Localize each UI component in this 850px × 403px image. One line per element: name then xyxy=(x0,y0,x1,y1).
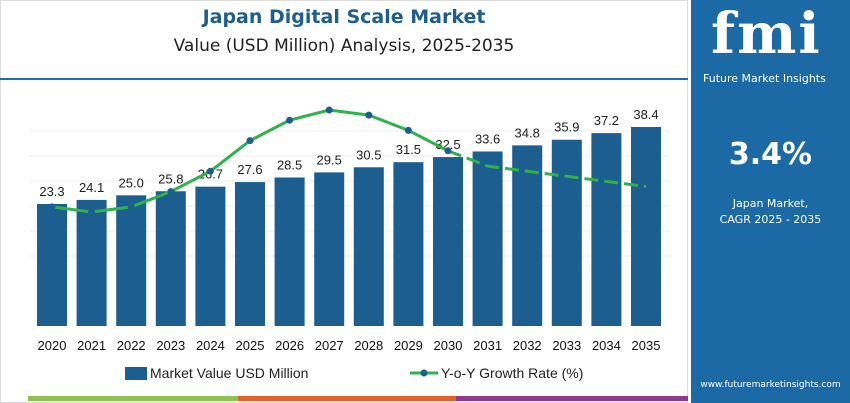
x-tick-label: 2024 xyxy=(196,338,225,353)
fmi-logo: fmi xyxy=(711,1,822,67)
chart: 23.3202024.1202125.0202225.8202326.72024… xyxy=(30,106,670,381)
bar xyxy=(37,204,67,326)
growth-marker xyxy=(325,106,333,114)
data-label: 23.3 xyxy=(39,184,64,199)
x-tick-label: 2030 xyxy=(434,338,463,353)
title-divider xyxy=(0,78,688,80)
data-label: 27.6 xyxy=(237,162,262,177)
growth-marker xyxy=(444,147,452,155)
bar xyxy=(195,186,226,326)
bar xyxy=(314,172,345,326)
bar xyxy=(551,139,582,326)
bar xyxy=(116,195,147,326)
x-tick-label: 2027 xyxy=(315,338,344,353)
data-label: 30.5 xyxy=(356,147,381,162)
data-label: 34.8 xyxy=(515,125,540,140)
data-label: 33.6 xyxy=(475,131,500,146)
growth-marker xyxy=(167,188,175,196)
x-tick-label: 2035 xyxy=(632,338,661,353)
bar xyxy=(353,167,384,326)
growth-marker xyxy=(206,167,214,175)
x-tick-label: 2031 xyxy=(473,338,502,353)
x-tick-label: 2020 xyxy=(38,338,67,353)
bar xyxy=(512,145,543,326)
growth-marker xyxy=(88,208,96,216)
stripe-green xyxy=(28,396,238,401)
bar xyxy=(433,157,463,326)
bar xyxy=(274,177,305,326)
cagr-label-period: CAGR 2025 - 2035 xyxy=(719,213,822,226)
bar xyxy=(591,133,622,326)
data-label: 38.4 xyxy=(633,107,658,122)
bar xyxy=(235,182,265,326)
x-tick-label: 2034 xyxy=(592,338,621,353)
x-tick-label: 2025 xyxy=(236,338,265,353)
bar xyxy=(631,126,661,327)
data-label: 37.2 xyxy=(594,113,619,128)
x-tick-label: 2026 xyxy=(275,338,304,353)
data-label: 35.9 xyxy=(554,120,579,135)
growth-line-dashed xyxy=(447,149,647,188)
logo-subtitle: Future Market Insights xyxy=(703,72,826,85)
website-link[interactable]: www.futuremarketinsights.com xyxy=(700,380,841,390)
sidebar: fmi Future Market Insights 3.4% Japan Ma… xyxy=(691,0,850,403)
legend-bar-label: Market Value USD Million xyxy=(150,365,308,381)
x-tick-label: 2022 xyxy=(117,338,146,353)
stripe-purple xyxy=(456,396,688,401)
x-tick-label: 2032 xyxy=(513,338,542,353)
data-label: 28.5 xyxy=(277,157,302,172)
legend-bar-swatch xyxy=(125,367,147,380)
x-tick-label: 2029 xyxy=(394,338,423,353)
stripe-orange xyxy=(238,396,456,401)
data-label: 24.1 xyxy=(79,180,104,195)
growth-marker xyxy=(286,116,294,124)
x-tick-label: 2023 xyxy=(156,338,185,353)
data-label: 31.5 xyxy=(396,142,421,157)
x-tick-label: 2033 xyxy=(552,338,581,353)
cagr-label-market: Japan Market, xyxy=(732,197,809,210)
growth-marker xyxy=(365,111,373,119)
data-label: 29.5 xyxy=(317,152,342,167)
x-tick-label: 2028 xyxy=(354,338,383,353)
bar xyxy=(155,191,186,326)
chart-subtitle: Value (USD Million) Analysis, 2025-2035 xyxy=(173,36,515,56)
growth-marker xyxy=(48,203,56,211)
bar xyxy=(76,199,107,326)
bar xyxy=(472,151,503,326)
x-tick-label: 2021 xyxy=(77,338,106,353)
data-label: 25.8 xyxy=(158,171,183,186)
cagr-value: 3.4% xyxy=(728,137,813,172)
chart-title: Japan Digital Scale Market xyxy=(202,6,486,28)
bar xyxy=(393,162,424,326)
growth-marker xyxy=(127,203,135,211)
data-label: 25.0 xyxy=(119,175,144,190)
growth-marker xyxy=(404,126,412,134)
growth-marker xyxy=(246,137,254,145)
legend-line-label: Y-o-Y Growth Rate (%) xyxy=(441,365,583,381)
cagr-label: Japan Market, CAGR 2025 - 2035 xyxy=(691,196,850,228)
legend-line-marker xyxy=(420,369,428,377)
